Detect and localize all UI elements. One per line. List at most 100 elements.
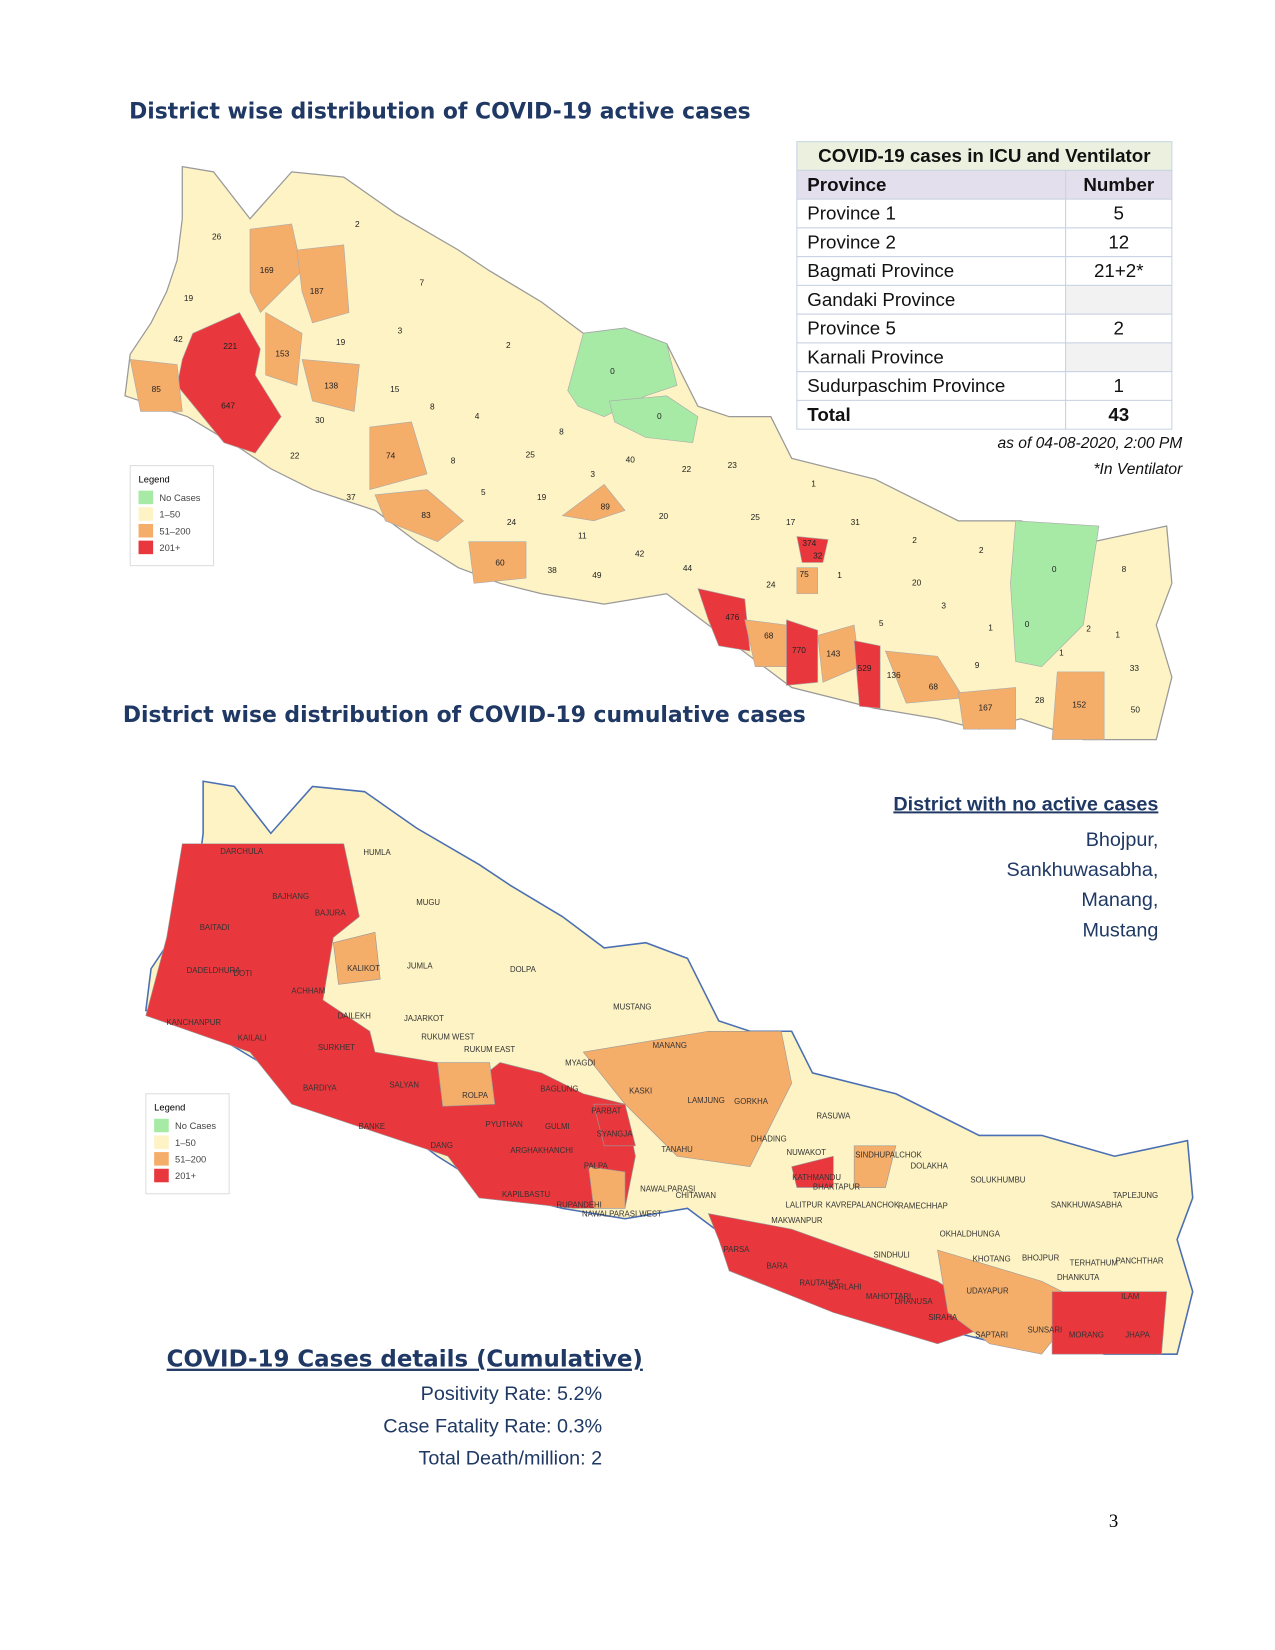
- table-cell: [796, 313, 1067, 344]
- district-region: [791, 1155, 834, 1188]
- legend-label: 201+: [159, 543, 180, 553]
- district-value: 38: [547, 565, 557, 575]
- district-name: SAPTARI: [975, 1330, 1008, 1339]
- district-name: CHITAWAN: [676, 1191, 716, 1200]
- district-value: 20: [659, 511, 669, 521]
- district-name: UDAYAPUR: [966, 1287, 1009, 1296]
- legend-title: Legend: [154, 1102, 185, 1112]
- district-value: 143: [826, 648, 840, 658]
- district-name: RAUTAHAT: [799, 1278, 840, 1287]
- legend-swatch: [154, 1118, 169, 1133]
- district-name: SANKHUWASABHA: [1051, 1200, 1123, 1209]
- table-cell: [796, 284, 1067, 315]
- district-name: JAJARKOT: [404, 1014, 444, 1023]
- table-text: 21+2*: [1094, 260, 1144, 281]
- table-cell: [1065, 313, 1173, 344]
- table-cell: [1065, 284, 1173, 315]
- table-text: Province 2: [807, 231, 896, 252]
- district-name: SURKHET: [318, 1043, 355, 1052]
- district-value: 138: [324, 381, 338, 391]
- district-name: SALYAN: [389, 1080, 419, 1089]
- district-region: [176, 312, 282, 454]
- district-name: KALIKOT: [347, 964, 380, 973]
- district-name: DOLPA: [510, 965, 537, 974]
- district-region: [796, 536, 829, 563]
- district-value: 2: [506, 340, 511, 350]
- district-name: MAKWANPUR: [771, 1216, 823, 1225]
- district-value: 476: [725, 612, 739, 622]
- legend-swatch: [154, 1152, 169, 1166]
- district-name: BAITADI: [200, 923, 230, 932]
- district-name: DANG: [430, 1141, 453, 1150]
- district-name: DHADING: [751, 1135, 787, 1144]
- district-value: 152: [1072, 699, 1086, 709]
- no-active-item: Bhojpur,: [1086, 829, 1159, 851]
- district-name: MUGU: [416, 898, 440, 907]
- district-value: 26: [212, 232, 222, 242]
- table-text: Province 1: [807, 203, 896, 224]
- district-value: 19: [184, 293, 194, 303]
- details-title: COVID-19 Cases details (Cumulative): [167, 1347, 643, 1373]
- table-cell: [1065, 169, 1173, 200]
- district-value: 89: [601, 501, 611, 511]
- district-region: [561, 483, 626, 522]
- legend-label: 51–200: [175, 1155, 206, 1165]
- district-name: DHANUSA: [894, 1297, 933, 1306]
- heading: District wise distribution of COVID-19 a…: [129, 100, 751, 125]
- district-value: 25: [751, 512, 761, 522]
- no-active-item: Mustang: [1082, 919, 1158, 941]
- district-value: 42: [635, 548, 645, 558]
- district-value: 2: [979, 545, 984, 555]
- district-region: [567, 327, 678, 418]
- table-text: 2: [1114, 318, 1124, 339]
- district-name: MAHOTTARI: [866, 1292, 911, 1301]
- table-cell: [1065, 342, 1173, 373]
- district-name: PYUTHAN: [486, 1120, 523, 1129]
- district-value: 31: [851, 517, 861, 527]
- district-value: 40: [626, 455, 636, 465]
- table-text: Sudurpaschim Province: [807, 375, 1005, 396]
- legend-label: 201+: [175, 1171, 196, 1181]
- district-name: KAPILBASTU: [502, 1190, 550, 1199]
- district-region: [853, 1145, 897, 1188]
- table-text: 12: [1108, 231, 1129, 252]
- district-value: 4: [475, 411, 480, 421]
- district-value: 28: [1035, 695, 1045, 705]
- page-number: 3: [1109, 1511, 1118, 1532]
- district-name: JUMLA: [407, 962, 433, 971]
- district-name: ARGHAKHANCHI: [510, 1146, 573, 1155]
- district-name: PANCHTHAR: [1116, 1257, 1164, 1266]
- district-region: [707, 1213, 1001, 1345]
- table-cell: [1065, 399, 1173, 430]
- table-text: Number: [1083, 174, 1155, 195]
- district-region: [796, 567, 819, 595]
- district-value: 19: [537, 492, 547, 502]
- district-value: 20: [912, 578, 922, 588]
- district-region: [957, 687, 1016, 730]
- table-cell: [1065, 371, 1173, 401]
- district-region: [249, 223, 303, 314]
- table-text: Bagmati Province: [807, 260, 954, 281]
- district-value: 60: [495, 558, 505, 568]
- district-value: 2: [1086, 623, 1091, 633]
- table-title-cell: [796, 141, 1173, 171]
- district-region: [332, 931, 381, 985]
- district-name: RASUWA: [816, 1112, 851, 1121]
- district-name: DADELDHURA: [187, 966, 242, 975]
- district-value: 7: [420, 278, 425, 288]
- district-name: GULMI: [545, 1122, 570, 1131]
- district-value: 19: [336, 337, 346, 347]
- table-cell: [796, 399, 1067, 430]
- district-value: 68: [764, 631, 774, 641]
- no-active-title: District with no active cases: [893, 793, 1158, 815]
- district-name: NUWAKOT: [786, 1148, 826, 1157]
- district-name: TANAHU: [661, 1145, 693, 1154]
- district-name: KASKI: [629, 1087, 652, 1096]
- district-value: 0: [610, 366, 615, 376]
- district-value: 50: [1131, 705, 1141, 715]
- district-region: [937, 1249, 1084, 1355]
- district-region: [369, 421, 428, 490]
- district-value: 770: [792, 645, 806, 655]
- district-name: HUMLA: [363, 848, 391, 857]
- table-text: Total: [807, 404, 850, 425]
